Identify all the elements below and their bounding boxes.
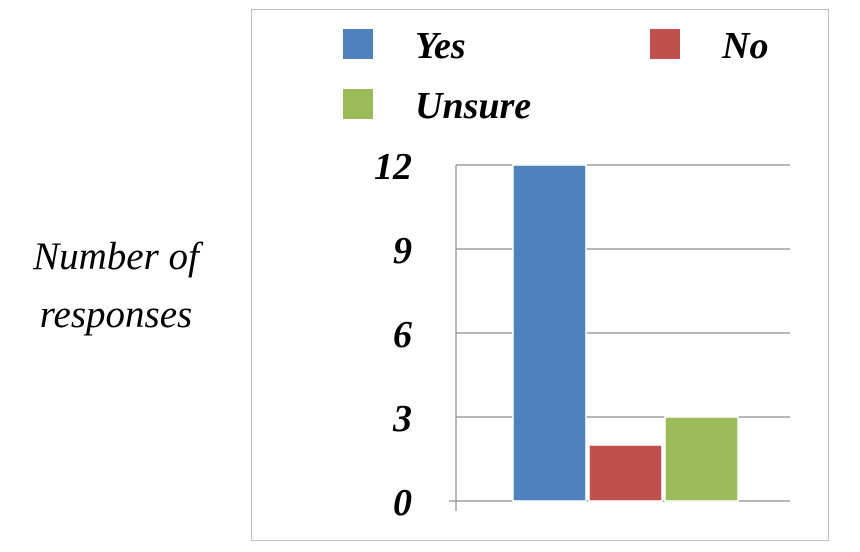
y-tick-label: 3 bbox=[392, 398, 412, 440]
grid-lines bbox=[456, 164, 790, 418]
y-tick-label: 0 bbox=[393, 482, 412, 524]
bar-unsure bbox=[664, 416, 739, 502]
bar-yes bbox=[512, 164, 587, 502]
y-tick-label: 9 bbox=[393, 230, 412, 272]
y-tick-label: 12 bbox=[374, 146, 412, 188]
bars bbox=[512, 164, 739, 502]
legend-label-unsure: Unsure bbox=[415, 85, 531, 127]
legend-label-no: No bbox=[721, 25, 768, 67]
legend-swatch-no bbox=[650, 29, 680, 59]
legend-swatch-unsure bbox=[343, 89, 373, 119]
y-axis-label-line-2: responses bbox=[39, 293, 193, 336]
y-axis-label-line-1: Number of bbox=[33, 235, 199, 278]
y-axis-label: Number of responses bbox=[0, 228, 232, 344]
y-tick-label: 6 bbox=[393, 314, 412, 356]
legend-label-yes: Yes bbox=[415, 25, 466, 67]
y-tick-labels: 0 3 6 9 12 bbox=[374, 146, 412, 524]
bar-no bbox=[588, 444, 663, 502]
legend-swatch-yes bbox=[343, 29, 373, 59]
legend: Yes No Unsure bbox=[343, 25, 768, 127]
